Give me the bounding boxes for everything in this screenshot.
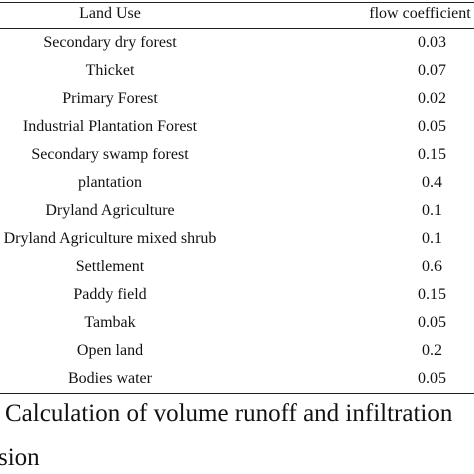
caption-line: Calculation of volume runoff and infiltr… [5, 400, 453, 427]
land-use-cell: Open land [76, 342, 144, 359]
header-land-use: Land Use [79, 5, 141, 22]
land-use-cell: Settlement [75, 258, 145, 275]
coefficient-cell: 0.05 [418, 314, 446, 331]
coefficient-cell: 0.03 [418, 34, 446, 51]
coefficient-cell: 0.4 [422, 174, 442, 191]
coefficient-cell: 0.07 [418, 62, 446, 79]
coefficient-cell: 0.6 [422, 258, 442, 275]
coefficient-cell: 0.15 [418, 146, 446, 163]
coefficient-cell: 0.1 [422, 230, 442, 247]
coefficient-cell: 0.05 [418, 118, 446, 135]
land-use-cell: Primary Forest [62, 90, 158, 107]
land-use-cell: Paddy field [73, 286, 147, 303]
bottom-rule [0, 393, 474, 394]
coefficient-cell: 0.15 [418, 286, 446, 303]
coefficient-cell: 0.1 [422, 202, 442, 219]
header-rule [0, 28, 474, 29]
coefficient-cell: 0.05 [418, 370, 446, 387]
land-use-cell: Dryland Agriculture [45, 202, 175, 219]
coefficient-cell: 0.02 [418, 90, 446, 107]
land-use-cell: plantation [78, 174, 142, 191]
top-rule [0, 2, 474, 3]
land-use-cell: Dryland Agriculture mixed shrub [3, 230, 217, 247]
land-use-cell: Secondary swamp forest [31, 146, 189, 163]
land-use-cell: Industrial Plantation Forest [22, 118, 198, 135]
land-use-cell: Bodies water [68, 370, 152, 387]
land-use-cell: Thicket [85, 62, 135, 79]
land-use-cell: Tambak [84, 314, 136, 331]
caption-line: sion [0, 444, 40, 471]
land-use-cell: Secondary dry forest [43, 34, 177, 51]
header-flow-coefficient: flow coefficient [369, 5, 471, 22]
coefficient-cell: 0.2 [422, 342, 442, 359]
